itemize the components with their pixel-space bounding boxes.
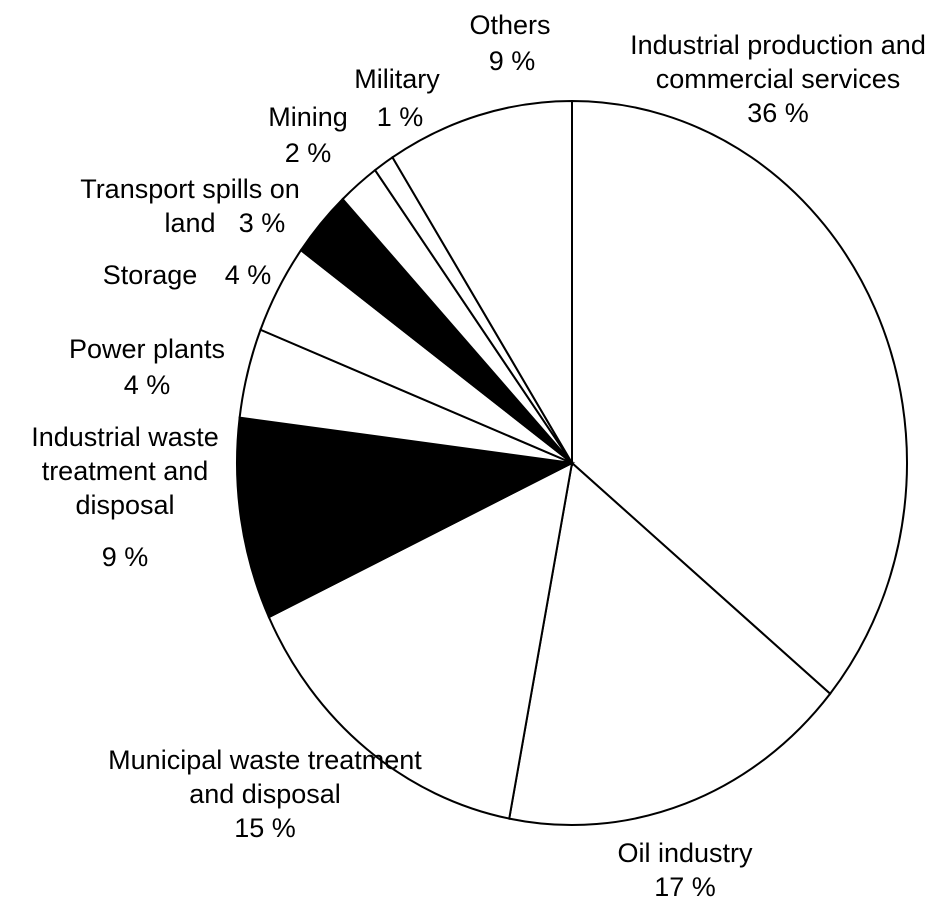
pie-slice xyxy=(571,99,908,696)
value-label: 15 % xyxy=(234,813,296,843)
slice-label: Storage xyxy=(102,260,198,290)
value-label: 9 % xyxy=(488,46,536,76)
slice-label: Municipal waste treatment and disposal xyxy=(108,745,422,809)
slice-label: Power plants xyxy=(68,334,226,364)
slice-label: Military xyxy=(354,64,440,94)
pie-slice xyxy=(391,99,573,467)
slice-label: Transport spills on land xyxy=(80,174,300,238)
value-label: 2 % xyxy=(284,138,332,168)
value-label: 4 % xyxy=(123,370,171,400)
slice-label: Others xyxy=(469,10,551,40)
pie-slice xyxy=(508,461,832,826)
slice-label: Industrial production and commercial ser… xyxy=(630,30,926,94)
value-label: 36 % xyxy=(747,98,809,128)
value-label: 9 % xyxy=(101,542,149,572)
pie-slice xyxy=(236,416,576,619)
pie-slice xyxy=(267,461,574,820)
slice-label: Mining xyxy=(268,102,348,132)
value-label: 1 % xyxy=(376,102,424,132)
slice-label: Industrial waste treatment and disposal xyxy=(31,422,219,520)
slice-label: Oil industry xyxy=(617,838,753,868)
value-label: 17 % xyxy=(654,872,716,901)
value-label: 3 % xyxy=(238,208,286,238)
value-label: 4 % xyxy=(224,260,272,290)
